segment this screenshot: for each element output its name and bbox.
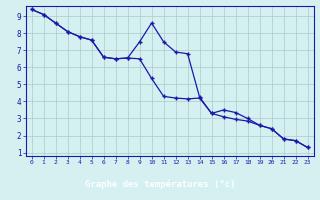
Text: Graphe des températures (°c): Graphe des températures (°c) [85,180,235,189]
